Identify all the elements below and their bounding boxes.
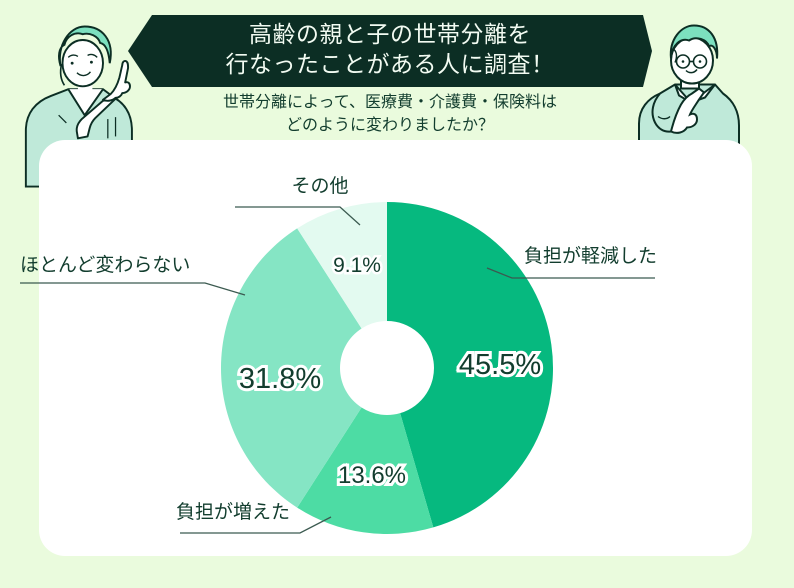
svg-text:31.8%: 31.8%: [239, 363, 321, 395]
svg-text:9.1%: 9.1%: [333, 254, 381, 277]
svg-text:13.6%: 13.6%: [338, 462, 406, 489]
svg-text:その他: その他: [291, 175, 348, 197]
svg-text:ほとんど変わらない: ほとんど変わらない: [20, 254, 190, 276]
svg-text:負担が増えた: 負担が増えた: [176, 501, 290, 523]
svg-text:負担が軽減した: 負担が軽減した: [524, 245, 657, 267]
svg-text:45.5%: 45.5%: [459, 349, 541, 381]
